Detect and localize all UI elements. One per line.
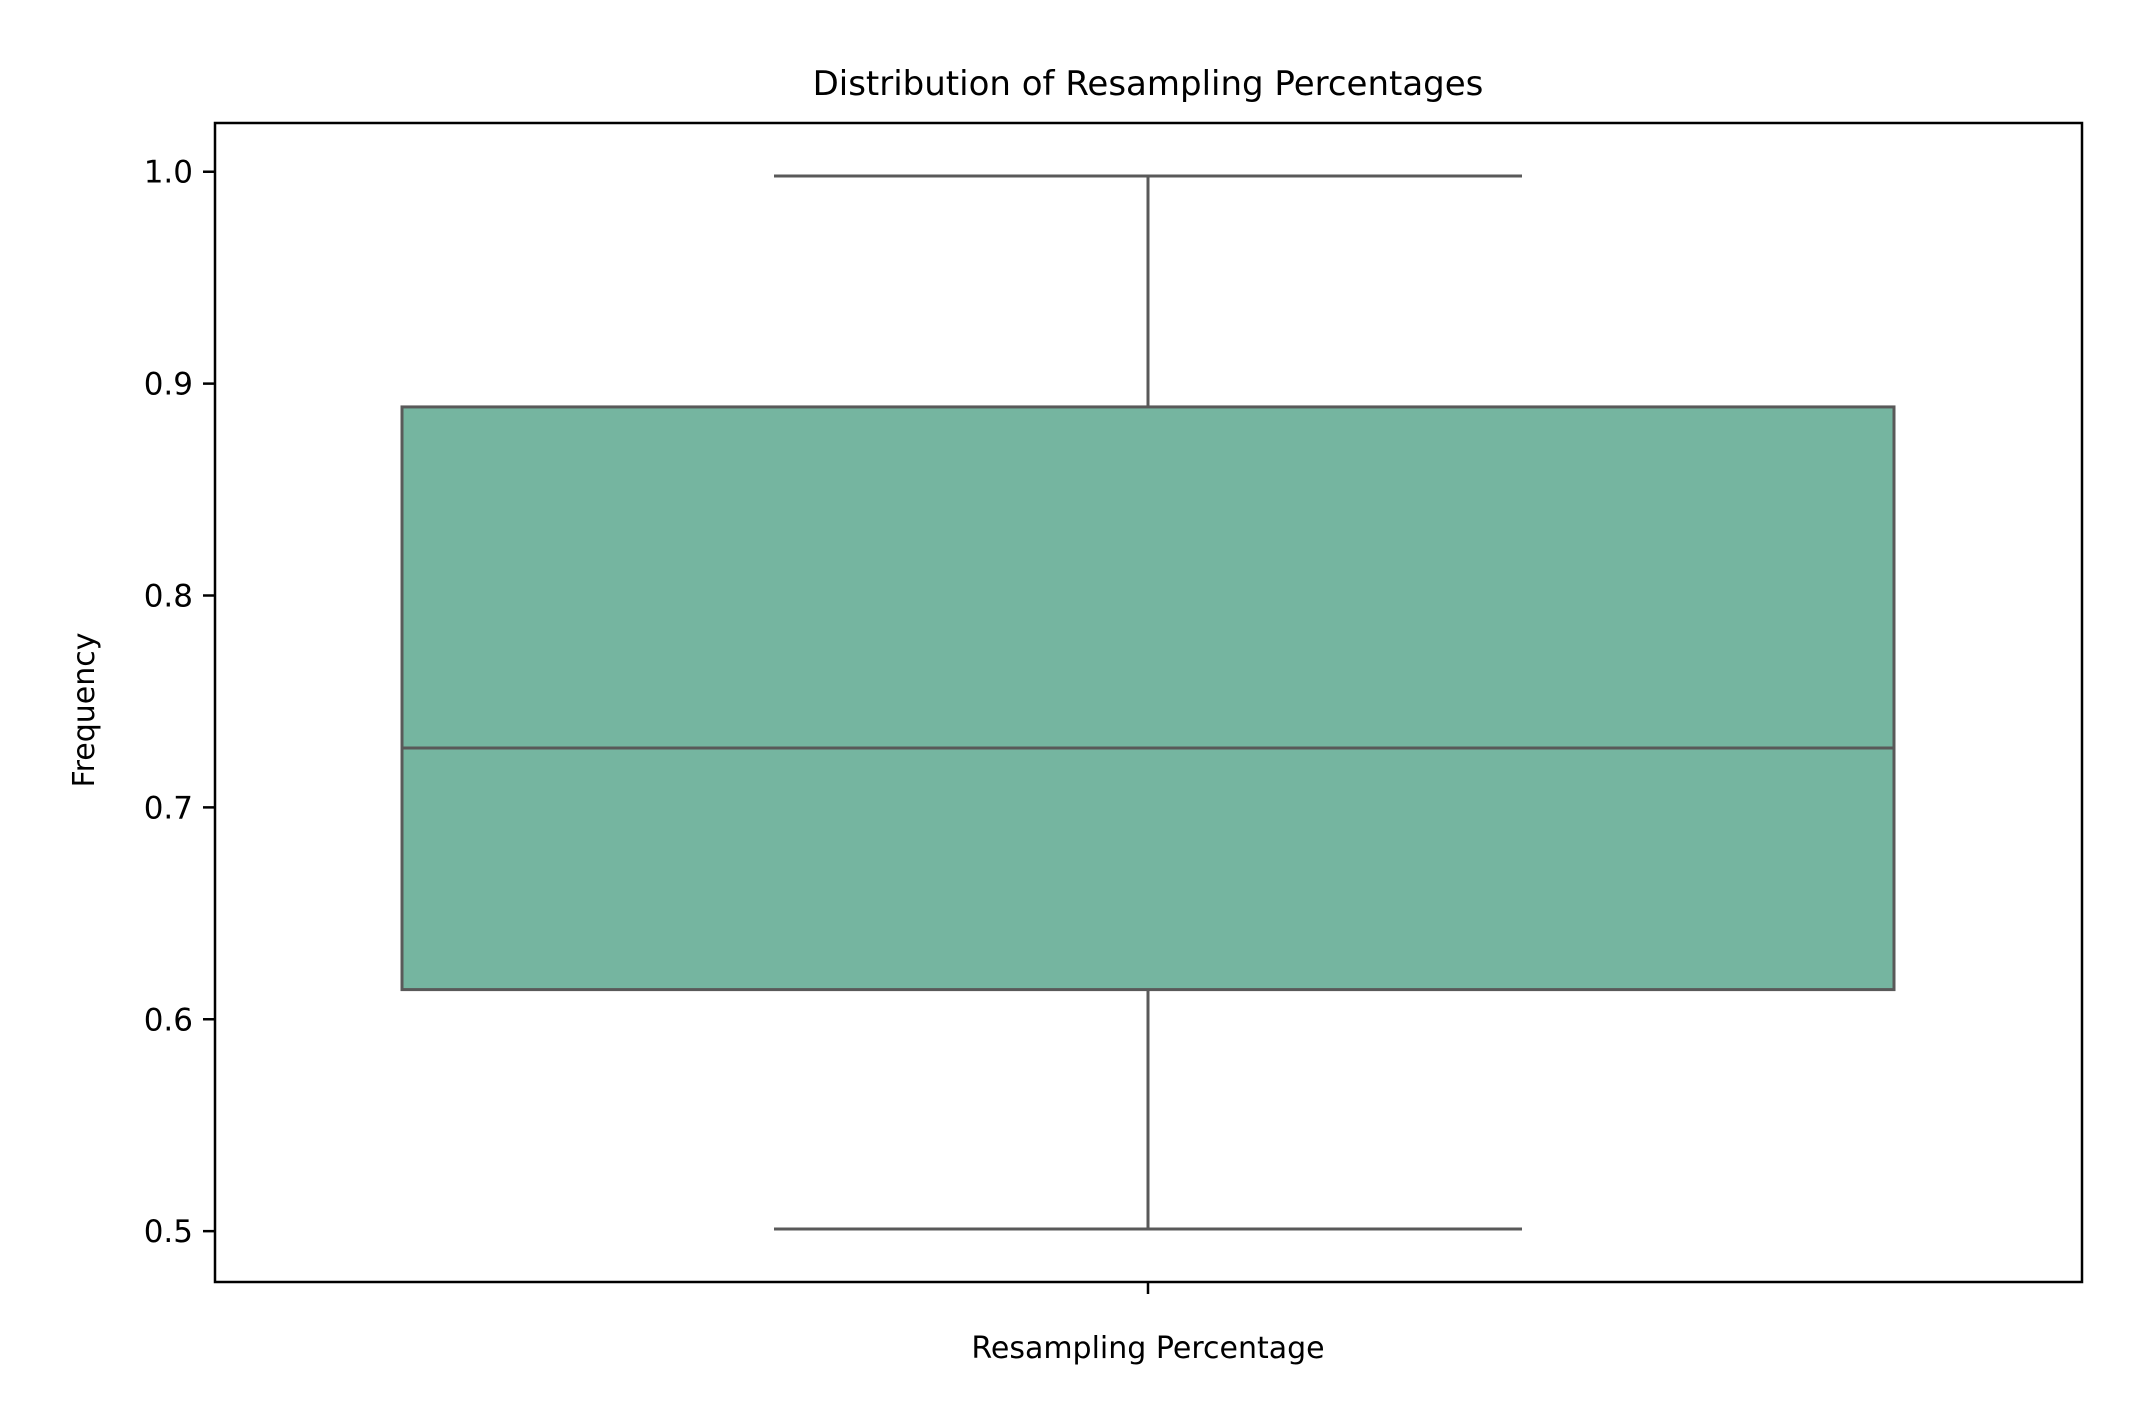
y-axis: 0.5 0.6 0.7 0.8 0.9 1.0 (144, 155, 215, 1250)
y-axis-label: Frequency (67, 633, 102, 788)
chart-title: Distribution of Resampling Percentages (813, 64, 1484, 104)
y-tick-label: 0.5 (144, 1214, 193, 1250)
interquartile-box (400, 405, 1896, 992)
y-tick-label: 0.9 (144, 367, 193, 403)
boxplot (400, 174, 1896, 1231)
y-tick-label: 0.7 (144, 790, 193, 826)
y-tick-label: 1.0 (144, 155, 193, 191)
y-tick-label: 0.8 (144, 578, 193, 614)
y-tick-label: 0.6 (144, 1002, 193, 1038)
x-axis-label: Resampling Percentage (971, 1331, 1324, 1366)
